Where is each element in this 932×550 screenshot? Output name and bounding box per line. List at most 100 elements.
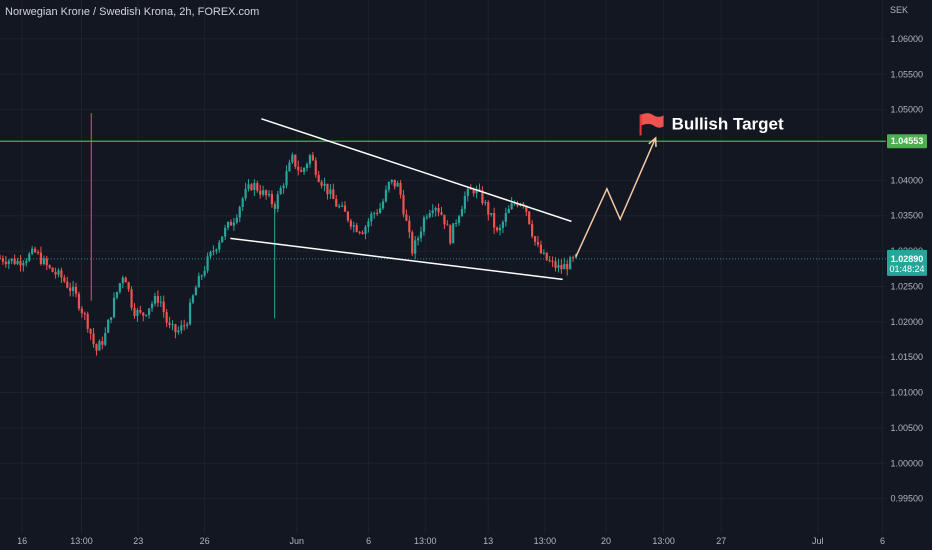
price-tick-label: 1.02000 <box>890 317 923 327</box>
candle-body <box>60 270 63 278</box>
candle-body <box>323 183 326 186</box>
candle-body <box>89 328 92 334</box>
chart-title: Norwegian Krone / Swedish Krona, 2h, FOR… <box>5 6 260 18</box>
candle-body <box>57 270 60 275</box>
candle-body <box>346 211 350 221</box>
candle-body <box>536 241 540 245</box>
candle-body <box>247 184 250 189</box>
price-tick-label: 1.02500 <box>890 281 923 291</box>
candle-body <box>285 171 288 186</box>
candle-body <box>361 232 364 234</box>
candle-body <box>551 261 554 263</box>
annotation-label[interactable]: Bullish Target <box>672 114 784 133</box>
candle-body <box>4 261 7 265</box>
candle-body <box>39 252 43 264</box>
candle-body <box>139 309 142 313</box>
projection-arrowhead <box>648 136 657 147</box>
resistance-price-tag[interactable] <box>887 134 927 149</box>
candle-body <box>194 287 197 296</box>
candle-body <box>171 324 174 326</box>
candle-body <box>142 312 145 316</box>
candle-body <box>387 181 390 190</box>
candle-body <box>399 182 402 195</box>
candle-body <box>311 155 314 161</box>
candle-body <box>83 313 86 315</box>
candle-body <box>417 238 420 241</box>
candle-body <box>45 258 48 266</box>
candle-body <box>174 324 177 333</box>
candle-body <box>381 201 385 209</box>
candle-body <box>259 190 262 195</box>
candle-body <box>165 312 168 323</box>
lower-trendline[interactable] <box>230 237 563 281</box>
candle-body <box>320 181 323 186</box>
candle-body <box>302 168 306 172</box>
price-tick-label: 1.06000 <box>890 34 923 44</box>
candle-body <box>539 244 543 254</box>
candle-body <box>267 194 271 196</box>
candle-body <box>437 208 440 213</box>
candle-body <box>200 275 203 277</box>
candle-body <box>203 270 206 276</box>
candle-body <box>168 322 171 325</box>
candle-body <box>329 189 332 195</box>
price-tick-label: 1.03500 <box>890 211 923 221</box>
price-tick-label: 1.00500 <box>890 423 923 433</box>
candle-body <box>209 251 212 257</box>
candle-body <box>42 258 45 264</box>
flag-cloth <box>641 113 664 128</box>
candle-body <box>215 249 218 252</box>
price-tick-label: 1.04000 <box>890 175 923 185</box>
candle-body <box>118 283 121 292</box>
candle-body <box>256 183 259 191</box>
candle-body <box>183 325 186 327</box>
candle-body <box>48 265 51 268</box>
price-tick-label: 1.05000 <box>890 105 923 115</box>
candle-body <box>493 213 496 228</box>
candle-body <box>378 208 382 214</box>
candle-body <box>528 211 531 224</box>
time-tick-label: 26 <box>200 536 210 546</box>
candle-body <box>396 182 399 187</box>
candle-body <box>270 194 274 205</box>
candle-body <box>338 206 341 208</box>
candle-body <box>457 216 461 223</box>
candle-body <box>127 282 130 290</box>
time-tick-label: 13:00 <box>652 536 675 546</box>
candle-body <box>367 221 370 227</box>
candle-body <box>229 221 233 226</box>
time-tick-label: 13:00 <box>414 536 437 546</box>
upper-trendline[interactable] <box>261 118 572 223</box>
candle-body <box>390 179 393 182</box>
candle-body <box>478 189 481 191</box>
candle-body <box>507 209 510 214</box>
candle-body <box>408 220 411 233</box>
candle-body <box>513 203 516 205</box>
candle-body <box>10 258 13 261</box>
candle-body <box>335 198 338 207</box>
flag-pole <box>639 114 642 136</box>
candle-body <box>186 324 189 326</box>
candle-body <box>484 202 487 204</box>
current-price-tag[interactable] <box>887 249 927 276</box>
candle-body <box>95 344 98 351</box>
candle-body <box>300 170 303 172</box>
candle-body <box>314 160 317 175</box>
projection-path[interactable] <box>575 137 657 258</box>
time-tick-label: 13:00 <box>70 536 93 546</box>
candle-body <box>80 308 83 314</box>
candle-body <box>481 190 484 204</box>
candle-body <box>162 301 165 313</box>
candle-body <box>145 314 148 316</box>
candle-body <box>226 221 230 228</box>
candle-body <box>349 220 352 227</box>
candle-body <box>542 252 545 254</box>
price-tick-label: 1.01500 <box>890 352 923 362</box>
candle-body <box>297 166 300 171</box>
candle-body <box>159 301 162 303</box>
candle-body <box>560 265 563 270</box>
candle-body <box>449 225 452 244</box>
candle-body <box>197 275 200 288</box>
candle-body <box>235 217 238 223</box>
